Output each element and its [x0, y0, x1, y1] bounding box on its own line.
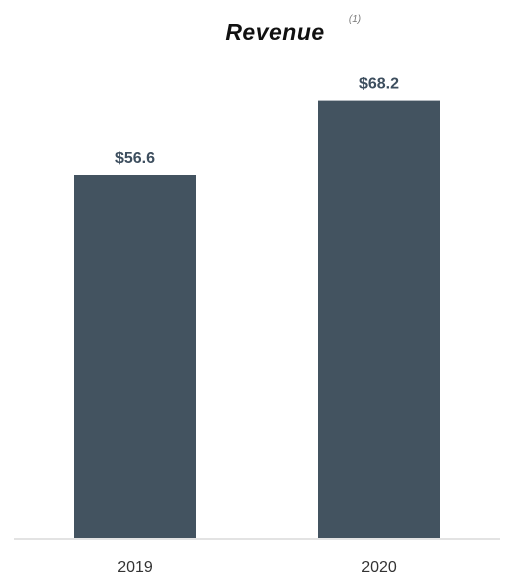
chart-title-footnote: (1) [349, 14, 361, 25]
category-label-2020: 2020 [361, 559, 397, 576]
chart-title: Revenue [225, 19, 324, 45]
bar-2019 [74, 175, 196, 538]
labels-layer: $56.6 2019 $68.2 2020 [115, 76, 399, 576]
category-label-2019: 2019 [117, 559, 153, 576]
value-label-2019: $56.6 [115, 150, 155, 167]
value-label-2020: $68.2 [359, 76, 399, 93]
bars-layer [74, 100, 440, 538]
bar-2020 [318, 100, 440, 538]
